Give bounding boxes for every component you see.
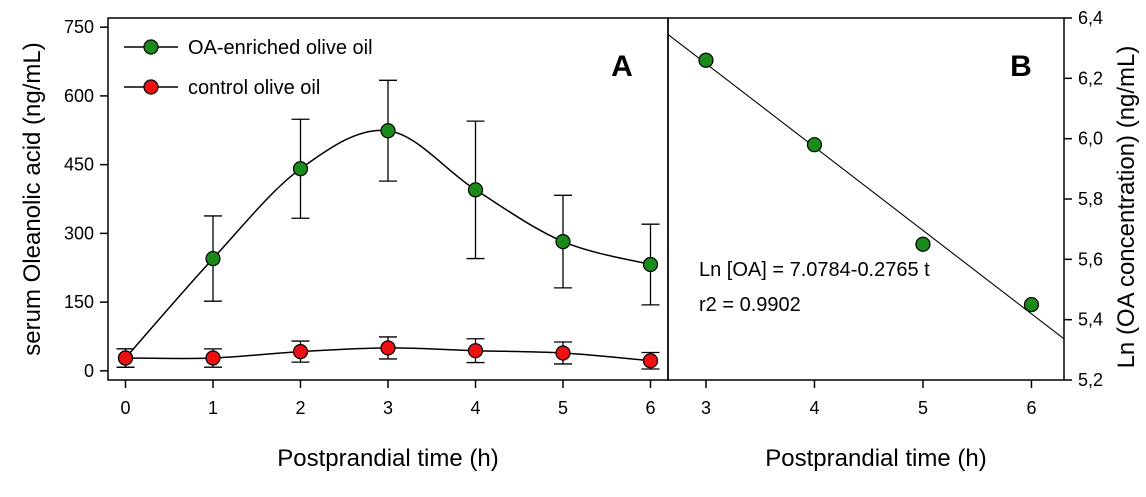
y-tick-label: 5,8 [1078,189,1103,209]
data-point [642,353,659,369]
data-point [380,123,396,139]
legend-marker [143,39,159,55]
data-point [467,182,484,198]
x-axis-label: Postprandial time (h) [277,445,498,472]
regression-line [667,33,1065,340]
x-tick-label: 5 [558,398,568,418]
data-point [117,350,134,366]
x-tick-label: 1 [208,398,218,418]
panel-label: A [611,50,633,83]
panel-b: 5,2 5,4 5,6 5,8 6,0 6,2 6,4 3 4 5 6 Postprandial ti… [667,8,1140,472]
y-tick-label: 6,0 [1078,129,1103,149]
legend-entry: OA-enriched olive oil [188,37,373,59]
legend: OA-enriched olive oil control olive oil [124,37,373,99]
panel-a: 0 150 300 450 600 750 0 1 2 3 4 5 6 Postprandial time… [19,17,669,472]
y-tick-label: 5,6 [1078,249,1103,269]
panel-a-frame [107,17,669,381]
data-point [698,52,714,68]
x-tick-label: 0 [120,398,130,418]
x-tick-label: 2 [295,398,305,418]
data-point [292,161,309,177]
x-tick-label: 6 [645,398,655,418]
x-tick-label: 4 [809,398,819,418]
y-tick-label: 5,2 [1078,370,1103,390]
y-tick-label: 0 [84,361,94,381]
x-tick-label: 3 [701,398,711,418]
data-point [555,234,571,250]
panel-label: B [1010,50,1032,83]
x-tick-label: 3 [383,398,393,418]
data-point [467,343,484,359]
y-tick-label: 600 [64,86,94,106]
x-tick-label: 6 [1026,398,1036,418]
y-tick-label: 300 [64,223,94,243]
data-point [1023,296,1040,313]
data-point [555,345,571,361]
data-point [642,256,659,273]
series-oa-enriched [116,79,660,368]
data-point [380,340,396,356]
y-tick-label: 6,4 [1078,8,1103,28]
x-tick-label: 5 [918,398,928,418]
panel-b-frame [667,17,1065,381]
y-axis-label: serum Oleanolic acid (ng/mL) [19,42,46,355]
x-axis-label: Postprandial time (h) [765,445,986,472]
legend-entry: control olive oil [188,77,320,99]
data-point [806,137,823,153]
y-tick-label: 450 [64,155,94,175]
y-tick-label: 6,2 [1078,68,1103,88]
regression-equation: Ln [OA] = 7.0784-0.2765 t [699,259,930,281]
y-tick-label: 750 [64,17,94,37]
y-tick-label: 150 [64,292,94,312]
data-point [205,250,221,267]
series-control [116,336,660,370]
data-point [915,236,931,252]
y-axis-label: Ln (OA concentration) (ng/mL) [1113,46,1140,369]
r-squared-label: r2 = 0.9902 [699,294,801,316]
legend-marker [143,79,159,95]
x-tick-label: 4 [470,398,480,418]
data-point [292,343,309,360]
data-point [205,350,221,366]
y-tick-label: 5,4 [1078,310,1103,330]
